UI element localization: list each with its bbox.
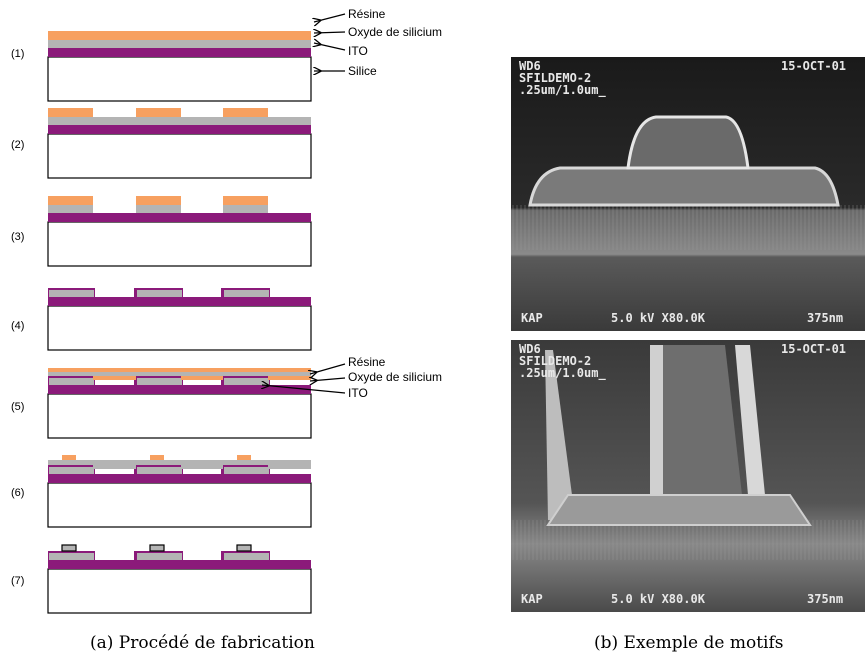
- oxide-pad: [137, 378, 182, 385]
- oxide-pad: [137, 467, 182, 474]
- oxide-pad: [48, 205, 93, 213]
- oxide-pad: [223, 205, 268, 213]
- silica-substrate: [47, 305, 312, 351]
- step-number: (3): [11, 231, 24, 243]
- step5-layer-labels: Résine Oxyde de silicium ITO: [262, 355, 442, 400]
- oxide-fill: [181, 465, 223, 469]
- step-number: (4): [11, 320, 24, 332]
- sem-bottom-sample: SFILDEMO-2: [519, 354, 591, 368]
- label-resine-1: Résine: [348, 7, 386, 21]
- oxide-bump: [236, 544, 252, 552]
- resist-pad: [136, 196, 181, 205]
- oxide-bump: [149, 544, 165, 552]
- resist-fill: [268, 376, 311, 380]
- oxide-pad: [224, 378, 269, 385]
- sem-top-wd: WD6: [519, 59, 541, 73]
- sem-bottom-wd: WD6: [519, 342, 541, 356]
- label-oxyde-1: Oxyde de silicium: [348, 25, 442, 39]
- oxide-pad: [49, 378, 94, 385]
- step-number: (7): [11, 575, 24, 587]
- oxide-pad: [49, 553, 94, 560]
- step-number: (2): [11, 139, 24, 151]
- silica-substrate: [47, 133, 312, 179]
- label-ito-5: ITO: [348, 386, 368, 400]
- label-ito-1: ITO: [348, 44, 368, 58]
- oxide-fill: [268, 465, 311, 469]
- sem-image-top: WD6 SFILDEMO-2 .25um/1.0um_ 15-OCT-01 KA…: [511, 57, 865, 331]
- ito-layer: [48, 48, 311, 57]
- silica-substrate: [47, 568, 312, 614]
- label-resine-5: Résine: [348, 355, 386, 369]
- oxide-film: [48, 460, 311, 465]
- oxide-layer: [48, 117, 311, 125]
- label-silice-1: Silice: [348, 64, 377, 78]
- silica-substrate: [47, 221, 312, 267]
- oxide-pad: [224, 553, 269, 560]
- resist-dot: [237, 455, 251, 460]
- sem-bottom-kap: KAP: [521, 592, 543, 606]
- resist-pad: [48, 108, 93, 117]
- step-number: (6): [11, 487, 24, 499]
- oxide-layer: [48, 40, 311, 48]
- sem-image-bottom: WD6 SFILDEMO-2 .25um/1.0um_ 15-OCT-01 KA…: [511, 340, 865, 612]
- oxide-film: [48, 372, 311, 376]
- sem-top-date: 15-OCT-01: [781, 59, 846, 73]
- sem-bottom-date: 15-OCT-01: [781, 342, 846, 356]
- oxide-pad: [49, 290, 94, 297]
- step-number: (5): [11, 401, 24, 413]
- step-number: (1): [11, 48, 24, 60]
- step1-layer-labels: Résine Oxyde de silicium ITO Silice: [314, 7, 442, 78]
- sem-top-kap: KAP: [521, 311, 543, 325]
- sem-bottom-nm: 375nm: [807, 592, 843, 606]
- sem-bottom-kv: 5.0 kV X80.0K: [611, 592, 706, 606]
- ito-layer: [48, 125, 311, 134]
- oxide-fill: [93, 465, 136, 469]
- oxide-pad: [136, 205, 181, 213]
- caption-a: (a) Procédé de fabrication: [90, 633, 315, 653]
- oxide-pad: [224, 290, 269, 297]
- sem-bottom-scale: .25um/1.0um_: [519, 366, 606, 381]
- sem-top-scale: .25um/1.0um_: [519, 83, 606, 98]
- process-steps-panel: (1) (2) (3) (4) (5) (6) (7): [11, 31, 312, 614]
- resist-fill: [181, 376, 223, 380]
- caption-b: (b) Exemple de motifs: [594, 633, 784, 653]
- resist-film: [48, 368, 311, 372]
- silica-substrate: [47, 393, 312, 439]
- oxide-pad: [224, 467, 269, 474]
- sem-top-nm: 375nm: [807, 311, 843, 325]
- resist-pad: [48, 196, 93, 205]
- resist-pad: [223, 108, 268, 117]
- sem-top-kv: 5.0 kV X80.0K: [611, 311, 706, 325]
- oxide-pad: [137, 553, 182, 560]
- silica-substrate: [47, 482, 312, 528]
- resist-dot: [62, 455, 76, 460]
- oxide-pad: [49, 467, 94, 474]
- oxide-pad: [137, 290, 182, 297]
- resist-dot: [150, 455, 164, 460]
- resist-fill: [93, 376, 136, 380]
- resist-layer: [48, 31, 311, 40]
- label-oxyde-5: Oxyde de silicium: [348, 370, 442, 384]
- resist-pad: [223, 196, 268, 205]
- oxide-bump: [61, 544, 77, 552]
- ito-layer: [48, 213, 311, 222]
- silica-substrate: [47, 56, 312, 102]
- sem-top-sample: SFILDEMO-2: [519, 71, 591, 85]
- resist-pad: [136, 108, 181, 117]
